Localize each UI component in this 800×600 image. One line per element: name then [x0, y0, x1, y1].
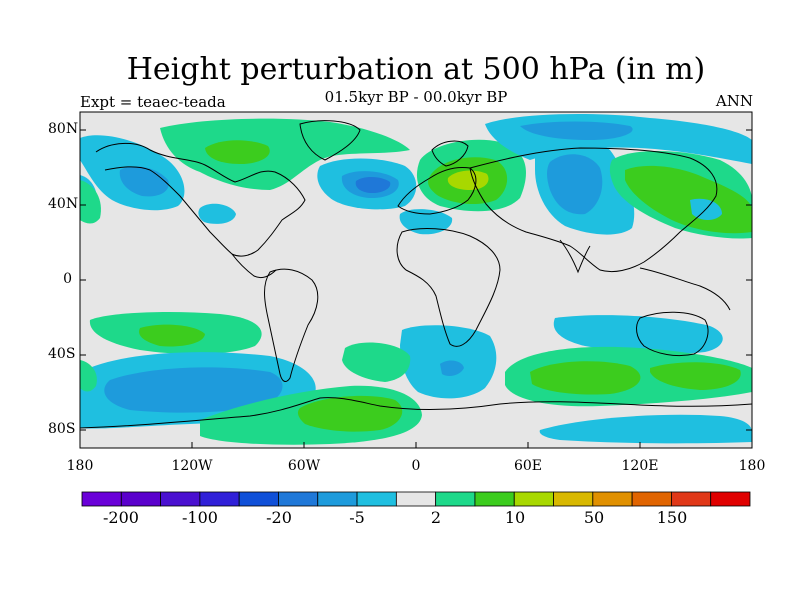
- coastline-asia: [469, 147, 718, 273]
- colorbar-label: 2: [430, 508, 442, 527]
- coastline-southeast-asia: [639, 267, 731, 311]
- contour-negative-south-indian: [553, 315, 723, 354]
- lon-tick-label: 180: [66, 458, 94, 474]
- figure-title: Height perturbation at 500 hPa (in m): [126, 52, 706, 87]
- colorbar-swatch: [160, 491, 201, 507]
- contour-negative-antarctic-east: [539, 414, 752, 444]
- contour-positive-south-atlantic: [342, 342, 411, 382]
- contour-positive-east-asia-green: [625, 165, 752, 234]
- colorbar-label: -100: [182, 508, 218, 527]
- colorbar-label: -200: [103, 508, 139, 527]
- season-label: ANN: [715, 92, 753, 110]
- colorbar-swatch: [278, 491, 319, 507]
- colorbar-swatch: [631, 491, 672, 507]
- lon-tick-label: 180: [738, 458, 766, 474]
- coastline-europe: [397, 167, 477, 215]
- colorbar-label: 150: [656, 508, 688, 527]
- colorbar-swatch: [317, 491, 358, 507]
- coastline-australia: [636, 311, 709, 357]
- axis-ticks: [79, 129, 753, 448]
- contour-negative-north-atlantic-core: [355, 176, 391, 193]
- lon-tick-label: 120E: [621, 458, 659, 474]
- coastline-africa: [396, 228, 501, 347]
- contour-negative-arctic-eurasia-mid: [520, 121, 633, 140]
- colorbar-swatch: [553, 491, 594, 507]
- colorbar-label: -5: [349, 508, 365, 527]
- contour-positive-south-indian-green: [530, 361, 641, 395]
- colorbar-swatch: [356, 491, 397, 507]
- colorbar-label: 10: [504, 508, 526, 527]
- colorbar-label: 50: [583, 508, 605, 527]
- colorbar-label: -20: [266, 508, 292, 527]
- map-field: [80, 112, 752, 448]
- contour-negative-south-africa-mid: [440, 360, 464, 376]
- contour-positive-europe-core: [447, 170, 489, 190]
- coastlines: [80, 120, 752, 429]
- lat-tick-label: 40S: [48, 346, 76, 362]
- colorbar-swatch: [395, 491, 437, 507]
- contour-negative-pacific-small: [198, 203, 236, 224]
- contour-positive-west-south: [80, 360, 97, 392]
- colorbar-swatch: [120, 491, 161, 507]
- lon-tick-label: 0: [411, 458, 421, 474]
- experiment-label: Expt = teaec-teada: [80, 93, 226, 111]
- coastline-antarctica: [80, 397, 752, 429]
- lat-tick-label: 80S: [48, 421, 76, 437]
- contour-positive-west-edge: [80, 180, 101, 224]
- lat-tick-label: 80N: [48, 121, 79, 137]
- colorbar-swatch: [592, 491, 633, 507]
- contour-positive-south-indian-east: [650, 362, 741, 390]
- colorbar-swatch: [435, 491, 476, 507]
- colorbar-swatch: [474, 491, 515, 507]
- coastline-greenland: [299, 120, 361, 161]
- lon-tick-label: 120W: [171, 458, 213, 474]
- lon-tick-label: 60W: [287, 458, 321, 474]
- coastline-scandinavia: [431, 140, 469, 167]
- contour-negative-south-pacific-mid: [104, 367, 283, 413]
- colorbar-swatch: [671, 491, 712, 507]
- coastline-india: [559, 239, 591, 274]
- coastline-north-america: [95, 143, 306, 257]
- contour-positive-north-atlantic: [160, 118, 410, 190]
- lon-tick-label: 60E: [513, 458, 543, 474]
- colorbar-swatch: [238, 491, 279, 507]
- colorbar-swatch: [513, 491, 554, 507]
- coastline-central-america: [231, 253, 277, 279]
- contour-positive-greenland: [205, 140, 270, 164]
- coastline-south-america: [264, 268, 319, 382]
- lat-tick-label: 40N: [48, 196, 79, 212]
- contour-positive-south-pacific-core: [139, 324, 205, 347]
- colorbar: [81, 491, 751, 507]
- colorbar-swatch: [199, 491, 240, 507]
- colorbar-swatch: [81, 491, 122, 507]
- contour-negative-central-asia-mid: [547, 154, 603, 215]
- contour-negative-mediterranean: [399, 209, 453, 235]
- lat-tick-label: 0: [63, 271, 72, 287]
- contour-negative-north-pacific-mid: [119, 166, 169, 197]
- figure-subtitle: 01.5kyr BP - 00.0kyr BP: [324, 88, 508, 106]
- colorbar-swatch: [710, 491, 751, 507]
